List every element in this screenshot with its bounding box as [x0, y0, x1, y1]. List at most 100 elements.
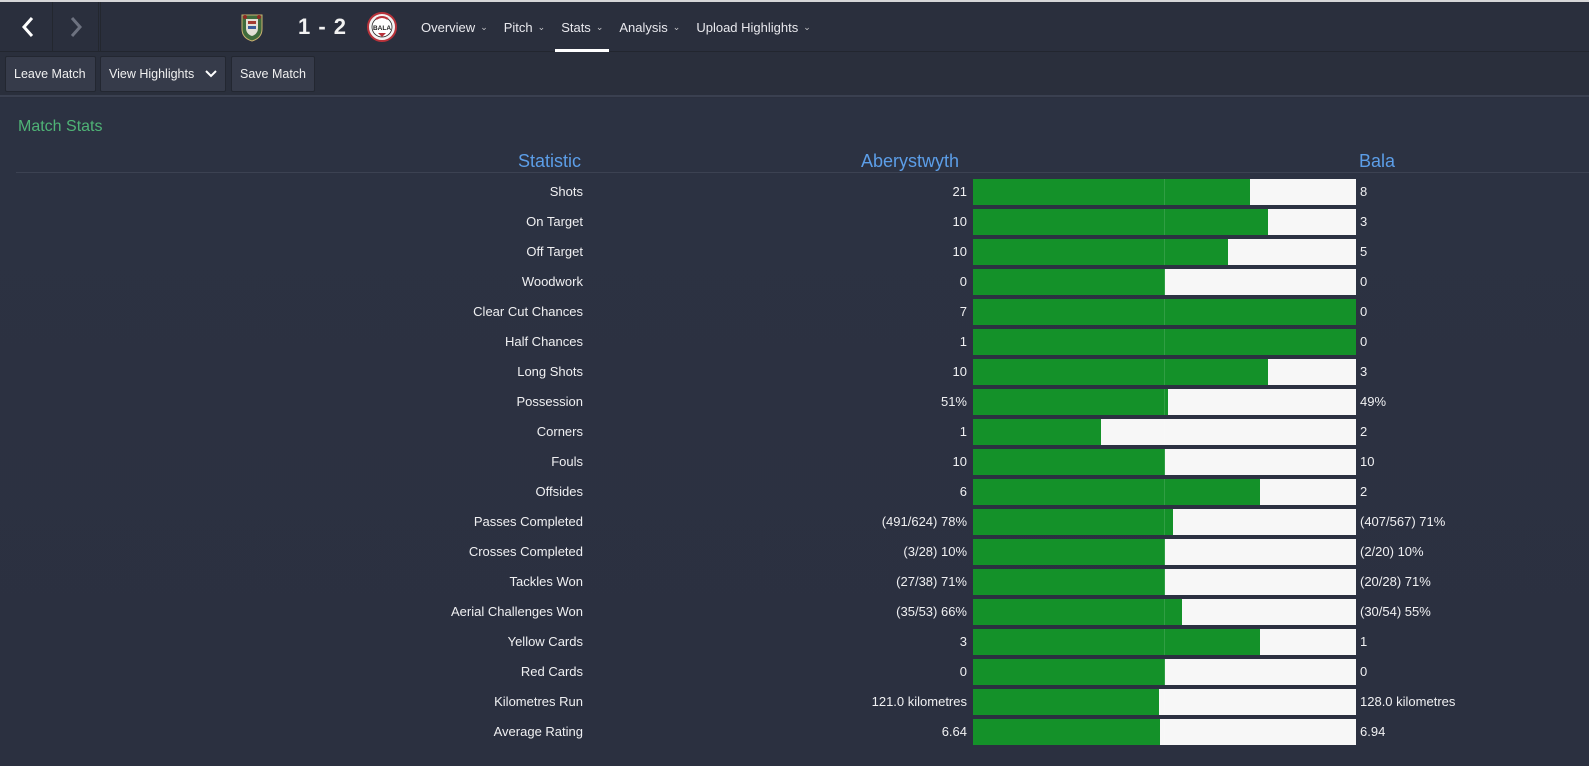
- stat-label: Passes Completed: [473, 514, 583, 529]
- comparison-bar: [973, 479, 1356, 505]
- stat-row: Average Rating 6.64 6.94: [0, 717, 1589, 747]
- bar-midline: [1164, 419, 1165, 445]
- home-value: 21: [952, 184, 967, 199]
- home-share-fill: [973, 389, 1168, 415]
- bar-midline: [1164, 629, 1165, 655]
- menu-label: Upload Highlights: [696, 19, 799, 35]
- away-value: 8: [1360, 184, 1368, 199]
- menu-label: Stats: [561, 19, 591, 35]
- top-navigation-bar: 1 - 2 BALA Overview ⌄ Pitch ⌄ Stats ⌄ Analy…: [0, 0, 1589, 52]
- leave-match-button[interactable]: Leave Match: [5, 56, 96, 92]
- comparison-bar: [973, 539, 1356, 565]
- bar-midline: [1164, 389, 1165, 415]
- back-button[interactable]: [4, 2, 53, 52]
- away-value: 128.0 kilometres: [1360, 694, 1456, 709]
- stat-label: Shots: [549, 184, 583, 199]
- away-value: (407/567) 71%: [1360, 514, 1446, 529]
- home-share-fill: [973, 419, 1101, 445]
- nav-divider: [98, 2, 99, 52]
- chevron-down-icon: ⌄: [672, 21, 681, 32]
- home-share-fill: [973, 299, 1356, 325]
- menu-label: Overview: [421, 19, 476, 35]
- home-share-fill: [973, 629, 1260, 655]
- stat-row: Possession 51% 49%: [0, 387, 1589, 417]
- menu-analysis[interactable]: Analysis ⌄: [613, 2, 686, 52]
- stat-row: Corners 1 2: [0, 417, 1589, 447]
- away-value: 5: [1360, 244, 1368, 259]
- home-share-fill: [973, 509, 1173, 535]
- header-divider: [16, 172, 1589, 173]
- view-highlights-dropdown[interactable]: View Highlights: [100, 56, 226, 92]
- comparison-bar: [973, 689, 1356, 715]
- home-share-fill: [973, 569, 1165, 595]
- home-value: (3/28) 10%: [903, 544, 967, 559]
- bar-midline: [1164, 359, 1165, 385]
- home-value: (35/53) 66%: [896, 604, 967, 619]
- stat-label: Half Chances: [504, 334, 583, 349]
- menu-upload-highlights[interactable]: Upload Highlights ⌄: [690, 2, 816, 52]
- stat-row: On Target 10 3: [0, 207, 1589, 237]
- away-value: (20/28) 71%: [1360, 574, 1431, 589]
- home-value: 10: [952, 244, 967, 259]
- comparison-bar: [973, 719, 1356, 745]
- forward-button[interactable]: [52, 2, 101, 52]
- away-value: 0: [1360, 304, 1368, 319]
- bar-midline: [1164, 179, 1165, 205]
- stat-row: Shots 21 8: [0, 177, 1589, 207]
- comparison-bar: [973, 509, 1356, 535]
- home-value: 1: [959, 424, 967, 439]
- panel-title: Match Stats: [18, 118, 103, 135]
- home-share-fill: [973, 329, 1356, 355]
- stat-row: Woodwork 0 0: [0, 267, 1589, 297]
- stat-label: Kilometres Run: [494, 694, 583, 709]
- stat-label: Yellow Cards: [507, 634, 583, 649]
- away-value: 1: [1360, 634, 1368, 649]
- home-share-fill: [973, 689, 1159, 715]
- stat-label: Off Target: [526, 244, 583, 259]
- bar-midline: [1164, 719, 1165, 745]
- stat-row: Fouls 10 10: [0, 447, 1589, 477]
- menu-pitch[interactable]: Pitch ⌄: [498, 2, 551, 52]
- bar-midline: [1164, 569, 1165, 595]
- home-share-fill: [973, 599, 1182, 625]
- home-value: 121.0 kilometres: [871, 694, 967, 709]
- bar-midline: [1164, 209, 1165, 235]
- home-value: 10: [952, 214, 967, 229]
- away-value: 0: [1360, 664, 1368, 679]
- save-match-button[interactable]: Save Match: [231, 56, 315, 92]
- home-value: 6: [959, 484, 967, 499]
- chevron-left-icon: [21, 17, 34, 37]
- stat-row: Clear Cut Chances 7 0: [0, 297, 1589, 327]
- comparison-bar: [973, 419, 1356, 445]
- comparison-bar: [973, 329, 1356, 355]
- bar-midline: [1164, 509, 1165, 535]
- menu-overview[interactable]: Overview ⌄: [415, 2, 494, 52]
- match-toolbar: Leave Match View Highlights Save Match: [0, 52, 1589, 97]
- bar-midline: [1164, 689, 1165, 715]
- stat-row: Passes Completed (491/624) 78% (407/567) 7…: [0, 507, 1589, 537]
- column-header-statistic: Statistic: [518, 151, 582, 171]
- away-value: 2: [1360, 484, 1368, 499]
- view-highlights-label: View Highlights: [109, 67, 195, 81]
- bar-midline: [1164, 299, 1165, 325]
- bar-midline: [1164, 479, 1165, 505]
- home-value: 10: [952, 454, 967, 469]
- stat-row: Kilometres Run 121.0 kilometres 128.0 kilo…: [0, 687, 1589, 717]
- chevron-down-icon: ⌄: [537, 21, 546, 32]
- chevron-down-icon: [205, 70, 217, 78]
- stat-row: Red Cards 0 0: [0, 657, 1589, 687]
- bala-crest-icon[interactable]: BALA: [366, 11, 398, 43]
- home-share-fill: [973, 539, 1165, 565]
- aberystwyth-crest-icon[interactable]: [236, 11, 268, 43]
- stat-label: Offsides: [535, 484, 583, 499]
- away-value: 2: [1360, 424, 1368, 439]
- stat-row: Off Target 10 5: [0, 237, 1589, 267]
- home-value: (27/38) 71%: [896, 574, 967, 589]
- away-value: 0: [1360, 334, 1368, 349]
- stat-row: Crosses Completed (3/28) 10% (2/20) 10%: [0, 537, 1589, 567]
- menu-label: Pitch: [503, 19, 533, 35]
- stat-row: Long Shots 10 3: [0, 357, 1589, 387]
- menu-stats[interactable]: Stats ⌄: [555, 2, 610, 52]
- home-share-fill: [973, 719, 1160, 745]
- home-value: 0: [959, 274, 967, 289]
